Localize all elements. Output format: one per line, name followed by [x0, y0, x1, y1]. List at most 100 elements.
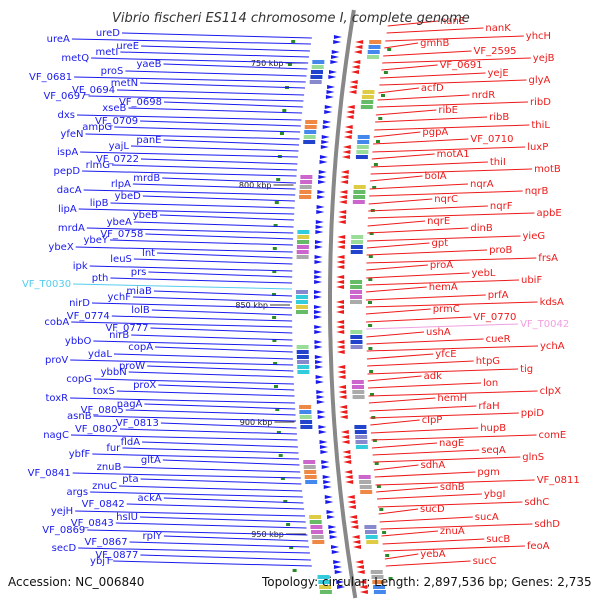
minus-strand-arrow: [317, 410, 326, 414]
gene-label-left: ybbO: [65, 336, 92, 347]
minus-strand-arrow: [316, 400, 325, 404]
label-connector: [375, 116, 488, 123]
tick-dot: [369, 232, 374, 235]
minus-strand-arrow: [314, 245, 323, 249]
plus-strand-arrow: [339, 195, 348, 199]
gene-label-left: ybfF: [69, 449, 91, 460]
label-connector: [140, 158, 298, 165]
tick-dot: [376, 140, 380, 143]
label-connector: [91, 302, 293, 309]
minus-strand-arrow: [314, 255, 323, 259]
category-block: [299, 195, 312, 199]
label-connector: [140, 554, 311, 561]
category-block: [350, 335, 363, 339]
minus-strand-arrow: [320, 450, 329, 454]
label-connector: [381, 64, 438, 71]
label-connector: [380, 72, 486, 79]
kbp-label: 900 kbp: [240, 418, 273, 427]
plus-strand-arrow: [351, 70, 360, 74]
category-block: [309, 80, 322, 84]
label-connector: [373, 138, 469, 145]
label-connector: [78, 547, 310, 554]
gene-label-right: nanK: [485, 23, 511, 34]
label-connector: [145, 233, 294, 240]
gene-label-left: VF_0805: [81, 405, 124, 416]
gene-label-left: VF_0774: [67, 311, 110, 322]
category-block: [350, 285, 363, 289]
gene-label-left: lolB: [131, 305, 150, 316]
label-connector: [71, 321, 293, 328]
minus-strand-arrow: [315, 365, 324, 369]
tick-dot: [368, 255, 373, 258]
gene-label-left: pta: [122, 474, 138, 485]
label-connector: [367, 235, 521, 242]
minus-strand-arrow: [321, 465, 330, 469]
gene-label-right: glnS: [522, 452, 544, 463]
category-block: [350, 295, 362, 299]
plus-strand-arrow: [336, 280, 345, 284]
gene-label-right: pgm: [477, 467, 499, 478]
tick-dot: [376, 485, 381, 488]
minus-strand-arrow: [331, 50, 340, 54]
category-block: [362, 90, 375, 94]
plus-strand-arrow: [336, 325, 345, 329]
gene-label-right: gmhB: [420, 38, 449, 49]
tick-dot: [372, 186, 377, 189]
plus-strand-arrow: [339, 415, 348, 419]
minus-strand-arrow: [317, 195, 326, 199]
plus-strand-arrow: [336, 275, 345, 279]
minus-strand-arrow: [329, 535, 338, 539]
plus-strand-arrow: [358, 580, 367, 584]
label-connector: [75, 246, 293, 253]
plus-strand-arrow: [344, 130, 353, 134]
category-block: [358, 475, 371, 479]
label-connector: [374, 124, 530, 131]
label-connector: [72, 472, 301, 479]
gene-label-right: hemH: [437, 393, 467, 404]
category-block: [353, 190, 366, 194]
minus-strand-arrow: [317, 415, 326, 419]
plus-strand-arrow: [336, 265, 345, 269]
tick-dot: [276, 178, 281, 181]
gene-label-left: mrdA: [58, 223, 85, 234]
label-connector: [86, 227, 294, 234]
tick-dot: [383, 71, 388, 74]
label-connector: [74, 76, 306, 83]
gene-label-right: nqrC: [434, 194, 458, 205]
kbp-label: 850 kbp: [235, 301, 268, 310]
tick-dot: [372, 439, 377, 442]
gene-label-left: toxS: [93, 386, 115, 397]
plus-strand-arrow: [353, 50, 362, 54]
category-block: [296, 310, 308, 314]
gene-label-left: proX: [133, 380, 156, 391]
gene-label-right: ppiD: [521, 408, 544, 419]
minus-strand-arrow: [323, 120, 332, 124]
gene-label-left: VF_0867: [85, 537, 128, 548]
minus-strand-arrow: [314, 295, 323, 299]
label-connector: [384, 42, 419, 49]
label-connector: [93, 378, 294, 385]
label-connector: [141, 45, 310, 52]
plus-strand-arrow: [340, 170, 349, 174]
plus-strand-arrow: [340, 175, 349, 179]
label-connector: [380, 523, 533, 530]
label-connector: [76, 114, 302, 121]
gene-label-left: ybbN: [101, 367, 127, 378]
minus-strand-arrow: [331, 550, 340, 554]
tick-dot: [388, 577, 393, 580]
gene-label-right: sucC: [473, 556, 497, 567]
gene-label-right: ribD: [530, 97, 551, 108]
label-connector: [150, 327, 293, 334]
label-connector: [366, 323, 519, 330]
gene-label-right: nanE: [440, 16, 465, 27]
tick-dot: [378, 117, 383, 120]
category-block: [367, 55, 379, 59]
minus-strand-arrow: [315, 230, 324, 234]
label-connector: [92, 453, 300, 460]
minus-strand-arrow: [333, 560, 342, 564]
label-connector: [110, 202, 295, 209]
plus-strand-arrow: [337, 365, 346, 369]
label-connector: [374, 471, 476, 478]
gene-label-right: VF_0770: [473, 312, 516, 323]
category-block: [309, 520, 322, 524]
